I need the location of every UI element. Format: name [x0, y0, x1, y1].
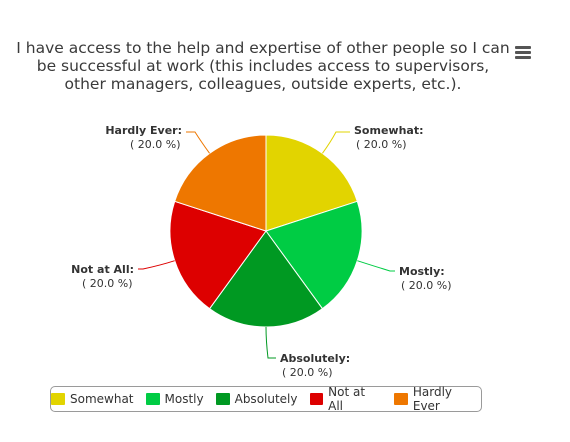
chart-title-line-3: other managers, colleagues, outside expe… [65, 75, 462, 93]
data-label-absolutely: Absolutely: [280, 352, 350, 365]
pie-labels: Somewhat:( 20.0 %)Mostly:( 20.0 %)Absolu… [71, 124, 451, 379]
data-label-somewhat: Somewhat: [354, 124, 423, 137]
pie-connector-hardly-ever [186, 131, 210, 154]
legend-item-somewhat[interactable]: Somewhat [51, 392, 134, 406]
data-label-not-at-all: Not at All: [71, 263, 134, 276]
pie-slices [169, 134, 363, 328]
pie-connector-absolutely [265, 326, 276, 359]
legend-label-somewhat: Somewhat [70, 392, 134, 406]
legend-item-not-at-all[interactable]: Not at All [309, 385, 383, 413]
legend-item-hardly-ever[interactable]: Hardly Ever [394, 385, 481, 413]
legend-label-hardly-ever: Hardly Ever [412, 385, 453, 413]
data-label-pct-mostly: ( 20.0 %) [401, 279, 452, 292]
legend-item-mostly[interactable]: Mostly [145, 392, 204, 406]
hamburger-menu-icon[interactable] [515, 46, 531, 60]
pie-slice-somewhat[interactable] [265, 134, 358, 232]
legend-swatch-not-at-all [309, 393, 324, 405]
pie-slice-hardly-ever[interactable] [174, 134, 267, 232]
legend-swatch-mostly [145, 393, 160, 405]
chart-legend: Somewhat Mostly Absolutely Not at All Hardly… [50, 385, 482, 413]
data-label-pct-somewhat: ( 20.0 %) [356, 138, 407, 151]
data-label-pct-hardly-ever: ( 20.0 %) [130, 138, 181, 151]
legend-label-mostly: Mostly [164, 392, 204, 406]
data-label-pct-not-at-all: ( 20.0 %) [82, 277, 133, 290]
chart-title-line-1: I have access to the help and expertise … [16, 39, 509, 57]
legend-label-not-at-all: Not at All [328, 385, 366, 413]
pie-slice-absolutely[interactable] [208, 230, 324, 328]
data-label-mostly: Mostly: [399, 265, 445, 278]
data-label-hardly-ever: Hardly Ever: [105, 124, 182, 137]
legend-item-absolutely[interactable]: Absolutely [215, 392, 298, 406]
pie-slice-not-at-all[interactable] [169, 200, 267, 310]
pie-connector-somewhat [322, 131, 350, 154]
legend-swatch-somewhat [51, 393, 65, 405]
legend-label-absolutely: Absolutely [234, 392, 298, 406]
legend-swatch-absolutely [215, 393, 230, 405]
pie-connector-not-at-all [138, 260, 175, 270]
data-label-pct-absolutely: ( 20.0 %) [282, 366, 333, 379]
pie-connector-mostly [357, 260, 395, 272]
pie-slice-mostly[interactable] [265, 200, 363, 310]
legend-swatch-hardly-ever [394, 393, 408, 405]
chart-title-line-2: be successful at work (this includes acc… [37, 57, 490, 75]
